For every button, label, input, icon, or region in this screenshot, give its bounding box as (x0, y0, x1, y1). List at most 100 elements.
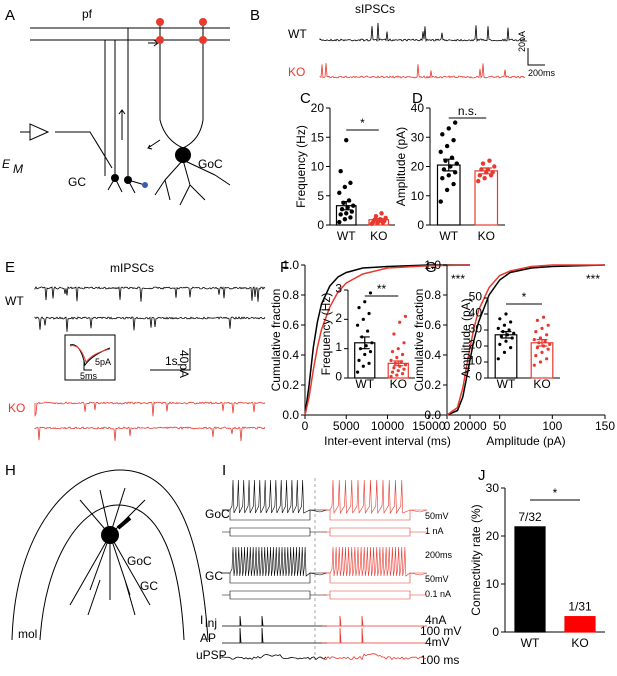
data-point (366, 329, 370, 333)
data-point (363, 352, 367, 357)
y-tick-label: 1.0 (282, 258, 299, 272)
y-tick-label: 30 (486, 481, 500, 495)
label: I (200, 613, 203, 627)
ap-trace (222, 627, 327, 644)
data-point (398, 320, 402, 324)
data-point (534, 330, 538, 334)
label: 5ms (80, 371, 98, 381)
label: KO (8, 401, 25, 415)
y-tick-label: 5 (317, 189, 324, 203)
mipsc-trace (34, 401, 266, 418)
data-point (534, 354, 538, 358)
lobule-outline (11, 469, 209, 641)
data-point (492, 164, 497, 169)
significance: * (522, 290, 527, 304)
data-point (348, 215, 353, 220)
data-point (402, 367, 406, 371)
panel-label: A (5, 7, 15, 24)
data-point (538, 360, 543, 364)
x-tick-label: KO (571, 636, 588, 650)
data-point (454, 161, 459, 166)
data-point (440, 176, 445, 181)
data-point (389, 374, 393, 379)
data-point (396, 369, 400, 373)
current-step (222, 590, 327, 600)
data-point (480, 161, 486, 166)
label: 4nA (425, 613, 446, 627)
data-point (338, 168, 343, 174)
data-point (546, 323, 550, 327)
hyper-trace (322, 572, 427, 584)
inj-trace (222, 615, 327, 627)
x-axis-label: Inter-event interval (ms) (324, 434, 451, 448)
data-point (452, 120, 458, 125)
panel-label: C (300, 90, 311, 107)
label: sIPSCs (355, 2, 395, 16)
data-point (438, 149, 443, 155)
data-point (402, 341, 406, 345)
label: GC (205, 569, 223, 583)
error-bar (359, 336, 370, 350)
label: 1s (165, 354, 178, 368)
y-tick-label: 1 (335, 340, 342, 354)
label: GC (140, 579, 158, 593)
significance: * (360, 116, 365, 130)
y-tick-label: 40 (469, 305, 483, 319)
data-point (451, 181, 456, 187)
label: 40pA (177, 350, 191, 378)
bar-annotation: 1/31 (568, 600, 592, 614)
data-point (393, 361, 397, 365)
data-point (400, 372, 405, 376)
x-tick-label: 50 (493, 419, 507, 433)
bar-annotation: 7/32 (518, 510, 542, 524)
y-tick-label: 0.6 (282, 318, 299, 332)
data-point (383, 215, 388, 221)
significance: *** (451, 272, 465, 286)
goc-dendrites (69, 487, 151, 616)
y-tick-label: 20 (486, 529, 500, 543)
label: 4mV (425, 635, 450, 649)
spike-trace (322, 479, 428, 515)
y-tick-label: 0.4 (282, 348, 299, 362)
y-axis-label: Connectivity rate (%) (469, 504, 483, 615)
pipette (116, 516, 132, 530)
bar (564, 616, 596, 633)
x-tick-label: WT (439, 229, 458, 243)
data-point (390, 370, 395, 374)
upsp-trace (321, 653, 426, 661)
data-point (535, 346, 539, 350)
label: 20pA (517, 31, 527, 52)
data-point (396, 347, 400, 351)
y-tick-label: 0 (317, 218, 324, 232)
data-point (540, 350, 544, 354)
label: uPSP (196, 648, 227, 662)
mipsc-trace (34, 286, 266, 302)
x-tick-label: 10000 (371, 419, 405, 433)
data-point (390, 350, 395, 354)
data-point (504, 339, 508, 343)
data-point (509, 320, 513, 324)
current-step (322, 590, 427, 600)
data-point (507, 328, 511, 332)
sipsc-trace (319, 22, 525, 43)
data-point (395, 355, 399, 360)
data-point (510, 336, 514, 340)
data-point (395, 373, 399, 377)
data-point (540, 326, 544, 330)
label: mIPSCs (110, 261, 154, 275)
data-point (344, 137, 349, 143)
x-tick-label: 0 (444, 419, 451, 433)
error-bar (443, 158, 455, 172)
bar (514, 526, 546, 633)
y-tick-label: 3 (335, 281, 342, 295)
label: GoC (198, 157, 223, 171)
data-point (496, 326, 500, 330)
data-point (355, 370, 360, 374)
data-point (509, 346, 513, 350)
data-point (498, 317, 502, 321)
x-tick-label: KO (533, 377, 550, 391)
y-tick-label: 10 (311, 160, 325, 174)
sipsc-trace (319, 63, 526, 79)
data-point (355, 323, 360, 327)
